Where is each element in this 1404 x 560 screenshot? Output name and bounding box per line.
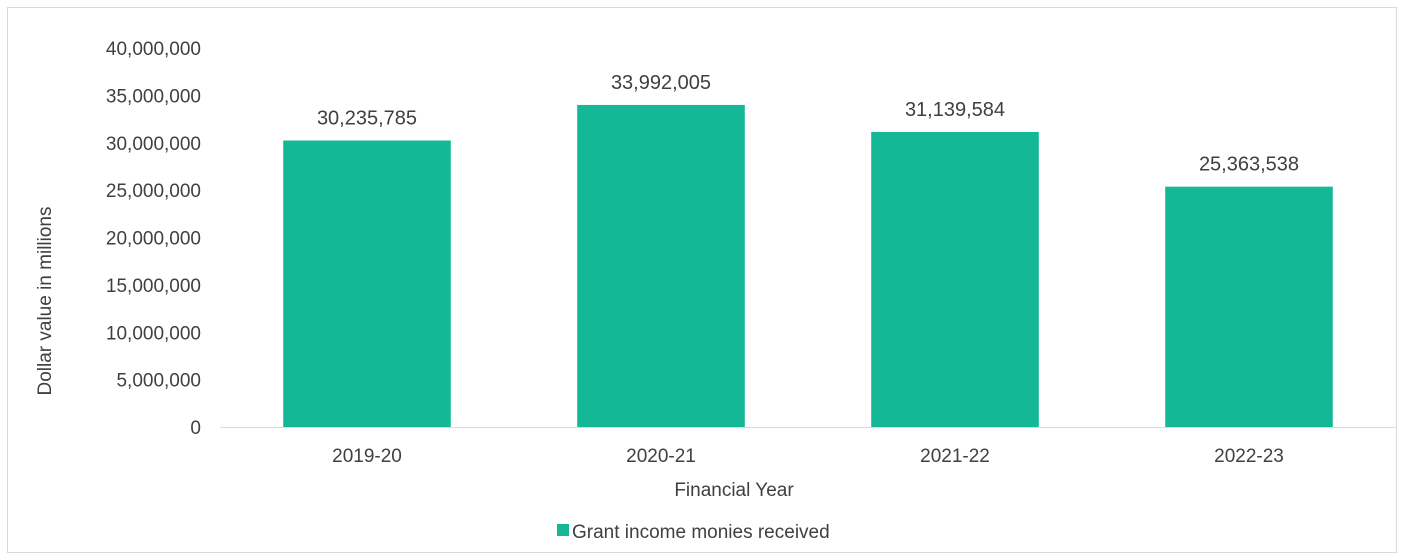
bar [283, 140, 451, 427]
x-tick-label: 2020-21 [626, 446, 696, 467]
bars [283, 104, 1333, 427]
y-tick-label: 10,000,000 [106, 323, 201, 344]
y-tick-label: 25,000,000 [106, 181, 201, 202]
data-label: 31,139,584 [905, 99, 1005, 121]
legend-swatch [557, 524, 569, 536]
y-tick-label: 40,000,000 [106, 39, 201, 60]
x-axis-label: Financial Year [674, 480, 794, 501]
x-tick-label: 2019-20 [332, 446, 402, 467]
x-tick-label: 2021-22 [920, 446, 990, 467]
bar [1165, 186, 1333, 427]
bar [871, 131, 1039, 427]
y-tick-label: 35,000,000 [106, 86, 201, 107]
y-tick-label: 0 [190, 418, 201, 439]
data-label: 33,992,005 [611, 72, 711, 94]
y-tick-label: 5,000,000 [116, 371, 201, 392]
data-label: 25,363,538 [1199, 154, 1299, 176]
legend: Grant income monies received [557, 522, 830, 543]
y-tick-label: 20,000,000 [106, 229, 201, 250]
y-axis-ticks: 0 5,000,000 10,000,000 15,000,000 20,000,000… [106, 39, 201, 439]
legend-label: Grant income monies received [572, 522, 830, 543]
data-label: 30,235,785 [317, 108, 417, 130]
bar [577, 104, 745, 427]
x-tick-label: 2022-23 [1214, 446, 1284, 467]
data-labels: 30,235,785 33,992,005 31,139,584 25,363,538 [317, 72, 1299, 176]
x-axis-ticks: 2019-20 2020-21 2021-22 2022-23 [332, 446, 1284, 467]
y-tick-label: 15,000,000 [106, 276, 201, 297]
y-tick-label: 30,000,000 [106, 134, 201, 155]
y-axis-label: Dollar value in millions [35, 206, 56, 395]
